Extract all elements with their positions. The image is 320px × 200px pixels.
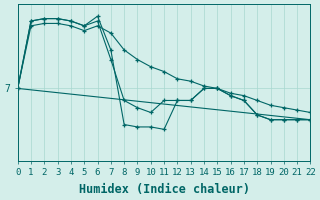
X-axis label: Humidex (Indice chaleur): Humidex (Indice chaleur) [79,183,250,196]
